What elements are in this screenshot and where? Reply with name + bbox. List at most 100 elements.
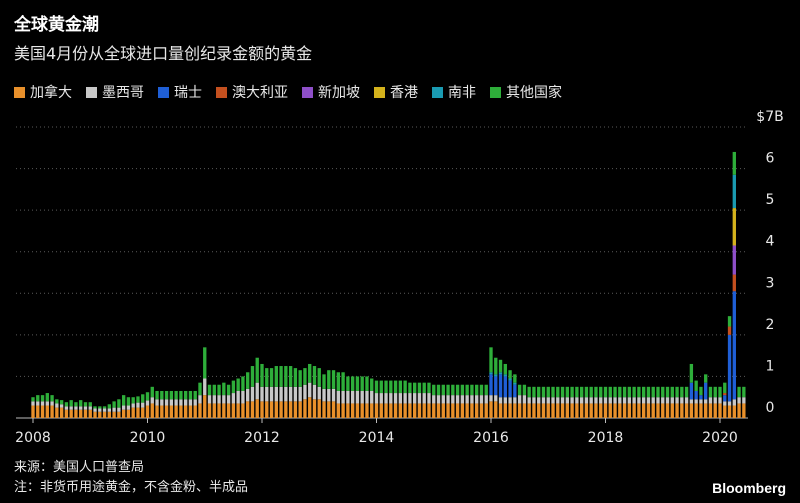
bar-segment: [169, 405, 174, 418]
bar-segment: [684, 386, 689, 398]
bar-segment: [508, 370, 512, 379]
bar-segment: [55, 399, 59, 404]
bar-segment: [50, 395, 54, 402]
bar-segment: [441, 395, 445, 404]
bar-segment: [723, 393, 727, 396]
bar-segment: [74, 402, 78, 407]
bar-segment: [288, 401, 293, 418]
bar-segment: [680, 403, 684, 418]
bar-segment: [212, 384, 216, 396]
bar-segment: [708, 386, 713, 398]
bar-segment: [355, 376, 360, 391]
bar-segment: [236, 378, 240, 391]
bar-segment: [246, 388, 250, 402]
bar-segment: [155, 405, 159, 418]
bar-segment: [370, 390, 374, 404]
bar-segment: [508, 378, 512, 381]
bar-segment: [346, 390, 350, 404]
bar-segment: [265, 368, 269, 387]
bar-segment: [723, 401, 727, 406]
legend-swatch: [490, 86, 501, 98]
bar-segment: [498, 397, 503, 404]
bar-segment: [117, 399, 121, 408]
bar-segment: [560, 397, 565, 404]
bar-segment: [675, 403, 679, 418]
bar-segment: [704, 399, 708, 404]
bar-segment: [269, 386, 274, 402]
legend-item: 新加坡: [302, 82, 360, 102]
bar-segment: [136, 407, 140, 418]
bar-segment: [222, 395, 226, 404]
bar-segment: [479, 384, 484, 396]
bar-segment: [160, 399, 164, 406]
bar-segment: [193, 405, 197, 418]
x-tick-label: 2012: [244, 430, 280, 446]
bar-segment: [546, 397, 550, 404]
bar-segment: [665, 386, 670, 398]
bar-segment: [322, 401, 326, 418]
bar-segment: [661, 403, 665, 418]
bar-segment: [274, 386, 278, 402]
bar-segment: [322, 374, 326, 389]
bar-segment: [513, 397, 517, 404]
bar-segment: [141, 407, 145, 418]
bar-segment: [494, 401, 498, 418]
bar-segment: [522, 403, 527, 418]
bar-segment: [69, 400, 73, 407]
bar-segment: [226, 395, 231, 404]
bar-segment: [374, 403, 379, 418]
bar-segment: [489, 395, 493, 402]
bar-segment: [484, 384, 488, 396]
bar-segment: [121, 405, 126, 410]
bar-segment: [45, 393, 49, 402]
bar-segment: [40, 405, 45, 418]
bar-segment: [69, 406, 73, 410]
bar-segment: [250, 386, 255, 402]
bar-segment: [484, 403, 488, 418]
bar-segment: [441, 403, 445, 418]
bar-segment: [188, 399, 193, 406]
bar-segment: [704, 382, 708, 400]
bar-segment: [355, 390, 360, 404]
bar-segment: [494, 395, 498, 402]
bar-segment: [517, 395, 522, 404]
bar-segment: [627, 397, 632, 404]
bar-segment: [365, 403, 369, 418]
bar-segment: [31, 405, 35, 418]
bar-segment: [117, 407, 121, 412]
bar-segment: [727, 405, 732, 418]
bar-segment: [589, 397, 593, 404]
bar-segment: [494, 374, 498, 377]
bar-segment: [732, 399, 736, 406]
bar-segment: [69, 409, 73, 418]
bar-segment: [546, 386, 550, 398]
bar-segment: [265, 386, 269, 402]
bar-segment: [522, 395, 527, 404]
bar-segment: [727, 334, 732, 402]
footnote: 注：非货币用途黄金，不含金粉、半成品: [14, 480, 249, 495]
bar-segment: [618, 397, 622, 404]
bar-segment: [193, 399, 197, 406]
bar-segment: [537, 386, 541, 398]
bar-segment: [513, 384, 517, 398]
bar-segment: [74, 409, 78, 418]
bar-segment: [732, 245, 736, 275]
bar-segment: [131, 407, 135, 418]
x-tick-label: 2018: [588, 430, 624, 446]
bar-segment: [718, 403, 722, 418]
bar-segment: [112, 401, 116, 408]
bar-segment: [465, 384, 469, 396]
bar-segment: [451, 384, 455, 396]
bar-segment: [541, 403, 546, 418]
bar-segment: [699, 386, 703, 396]
bar-segment: [694, 403, 698, 418]
bar-segment: [250, 401, 255, 418]
bar-segment: [179, 390, 183, 400]
bar-segment: [513, 374, 517, 383]
bar-segment: [508, 380, 512, 398]
bar-segment: [608, 397, 612, 404]
bar-segment: [632, 397, 636, 404]
bar-segment: [475, 395, 479, 404]
bar-segment: [589, 386, 593, 398]
bar-segment: [427, 403, 431, 418]
